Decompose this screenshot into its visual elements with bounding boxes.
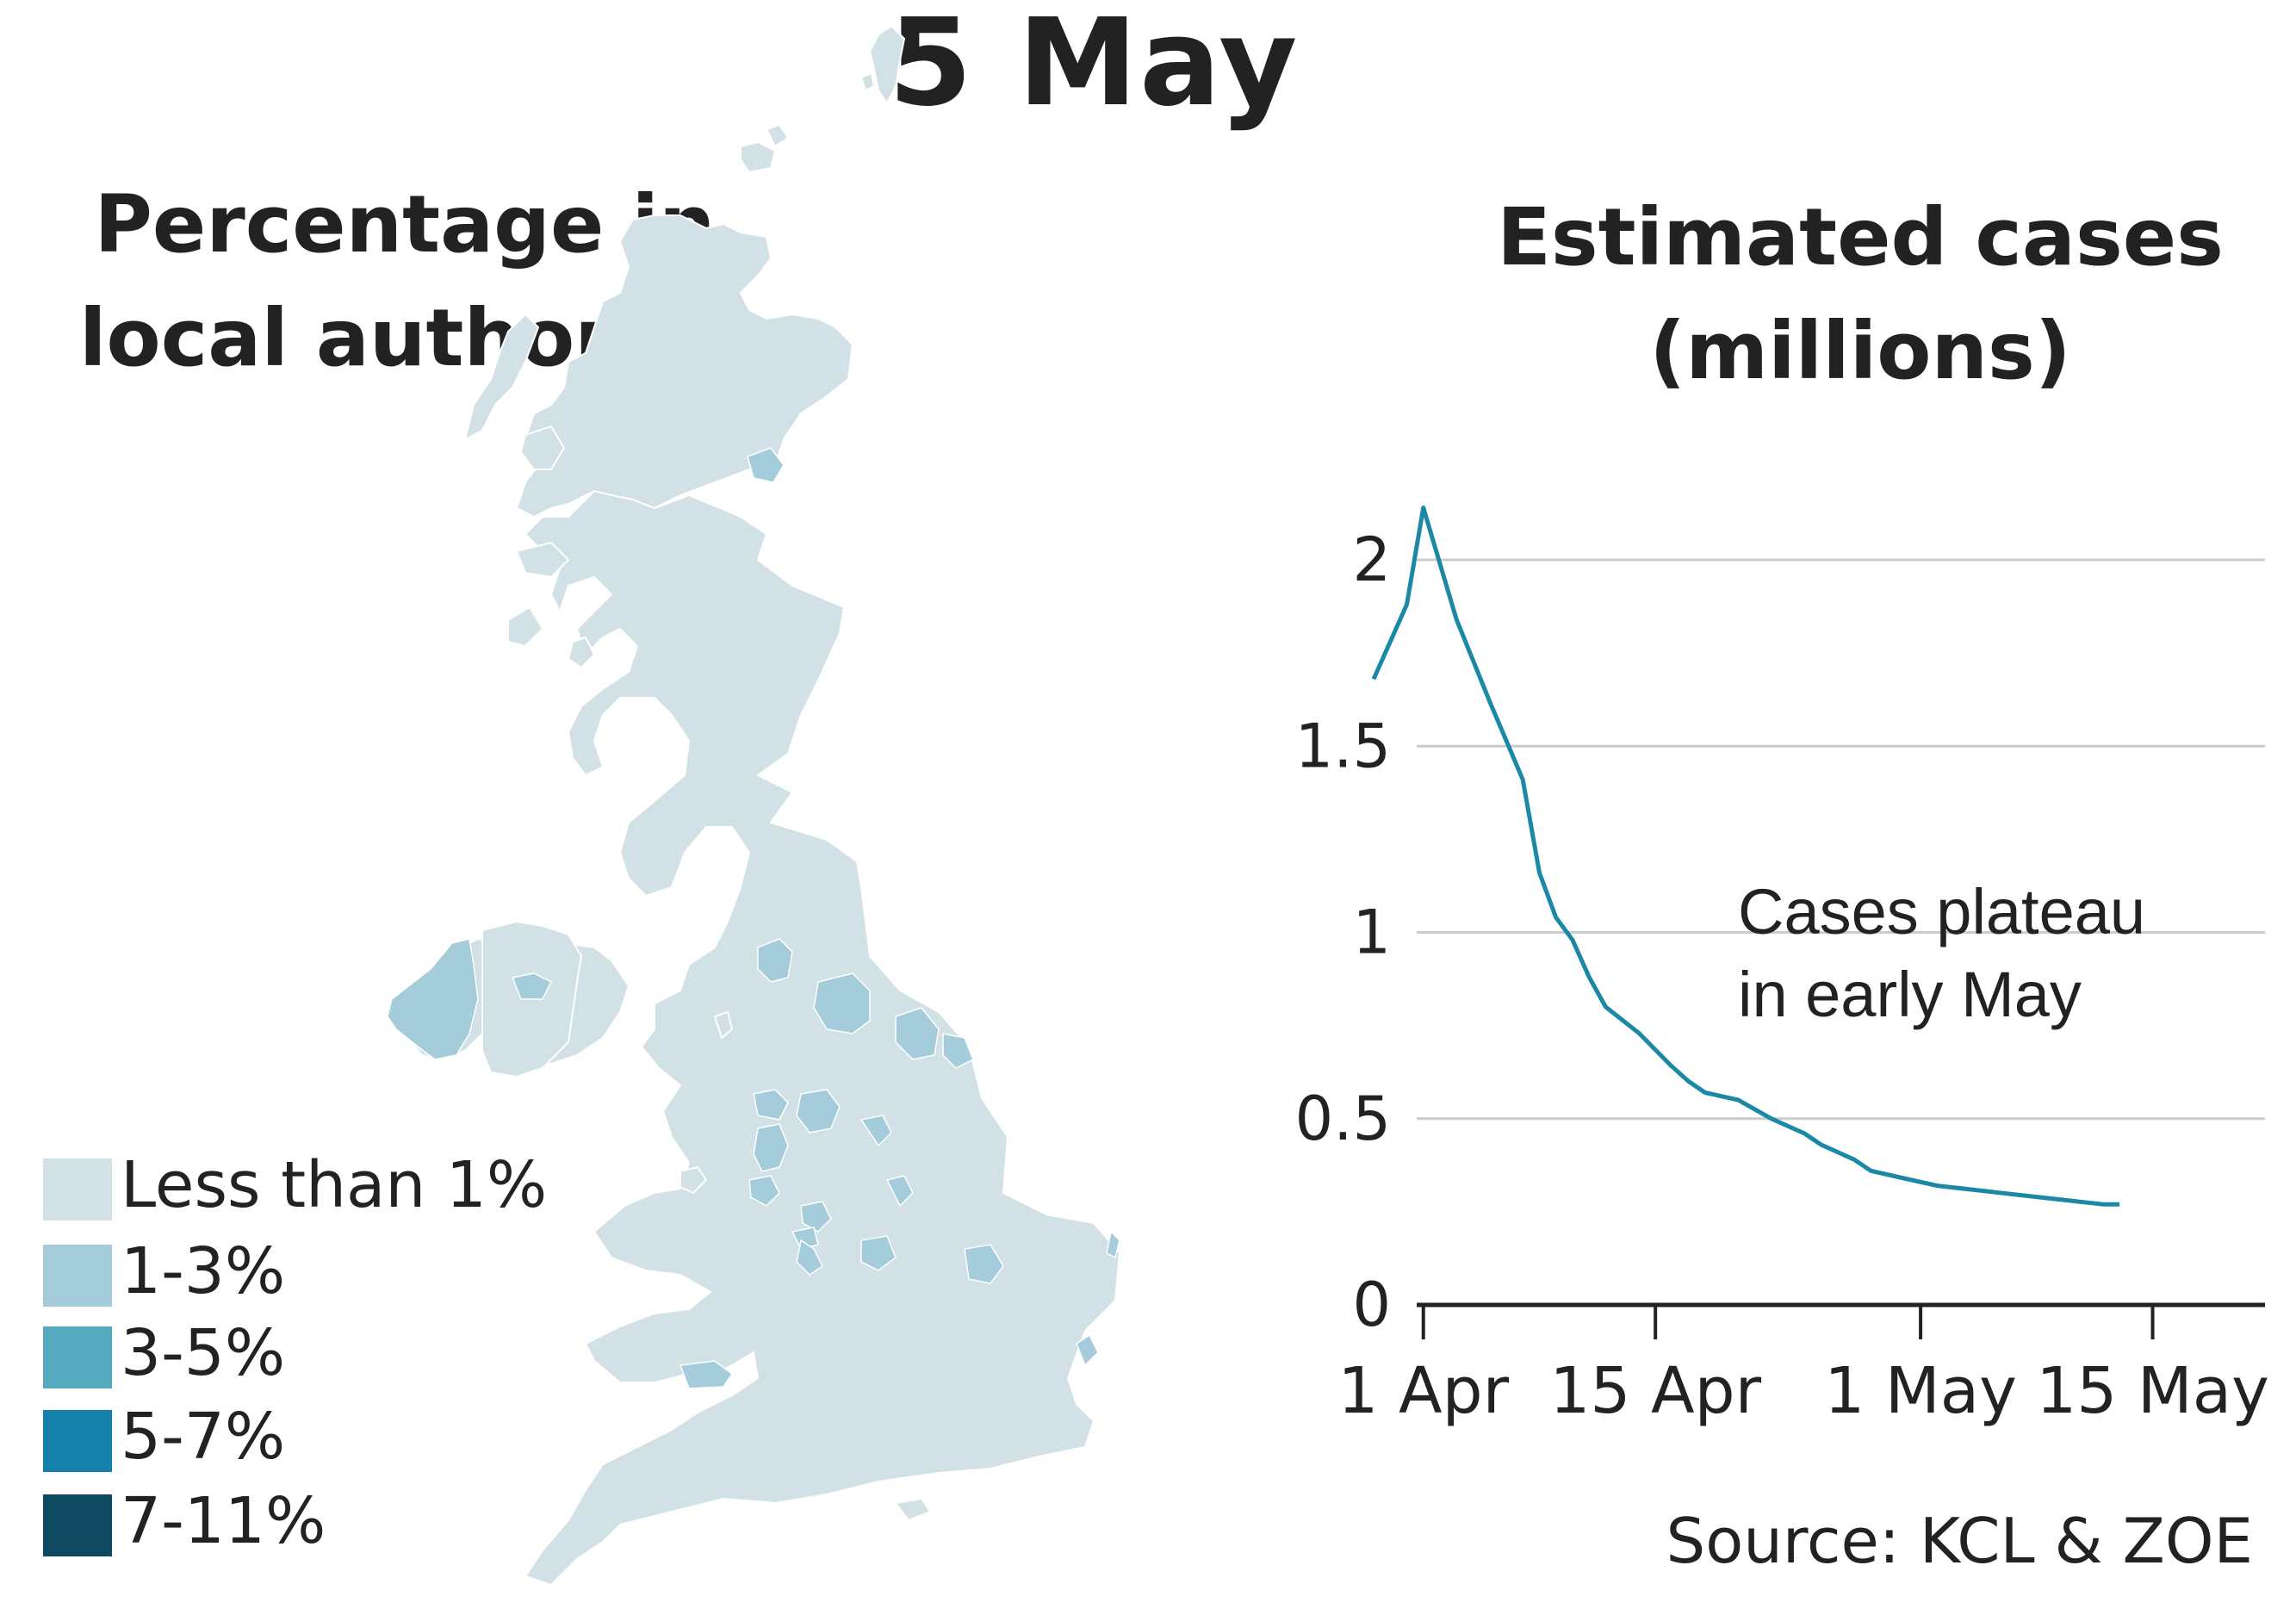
gridlines xyxy=(1417,558,2265,1121)
legend-item: 7-11% xyxy=(43,1484,663,1559)
skye-island xyxy=(520,425,565,470)
legend-item: 5-7% xyxy=(43,1401,663,1475)
orkney-islands-2 xyxy=(766,124,789,147)
y-tick-label: 1.5 xyxy=(1295,711,1391,781)
legend-label: 1-3% xyxy=(121,1234,286,1308)
x-tick-label: 15 Apr xyxy=(1549,1354,1761,1428)
arran-island xyxy=(568,637,595,668)
chart-title-line1: Estimated cases xyxy=(1497,191,2224,283)
shetland-islands-2 xyxy=(860,72,875,91)
y-tick-label: 0 xyxy=(1352,1270,1391,1340)
shetland-islands xyxy=(869,25,905,104)
page-title: 5 May xyxy=(888,0,1300,134)
orkney-islands xyxy=(740,141,776,173)
legend-label: 3-5% xyxy=(121,1316,286,1390)
mull-island xyxy=(516,542,569,578)
legend-swatch xyxy=(43,1410,112,1472)
chart-title: Estimated cases (millions) xyxy=(1455,181,2265,408)
great-britain-region xyxy=(524,314,1120,1586)
source-note: Source: KCL & ZOE xyxy=(1666,1505,2253,1577)
x-tick-labels: 1 Apr 15 Apr 1 May 15 May xyxy=(1337,1354,2268,1428)
legend-swatch xyxy=(43,1326,112,1388)
legend-label: Less than 1% xyxy=(121,1148,548,1222)
map-title-line1: Percentage in xyxy=(94,178,716,270)
x-tick-label: 1 May xyxy=(1824,1354,2017,1428)
islay-island xyxy=(507,606,543,647)
uk-map xyxy=(386,25,1120,1586)
x-tick-label: 15 May xyxy=(2036,1354,2269,1428)
y-tick-label: 1 xyxy=(1352,898,1391,968)
y-tick-label: 2 xyxy=(1352,525,1391,595)
isle-of-wight xyxy=(895,1498,931,1521)
legend-swatch xyxy=(43,1494,112,1556)
legend-label: 7-11% xyxy=(121,1484,326,1558)
y-tick-labels: 0 0.5 1 1.5 2 xyxy=(1295,525,1391,1340)
legend-label: 5-7% xyxy=(121,1400,286,1474)
legend-item: 3-5% xyxy=(43,1316,663,1391)
annotation-line2: in early May xyxy=(1738,959,2082,1030)
chart-annotation: Cases plateau in early May xyxy=(1738,876,2145,1030)
legend-swatch xyxy=(43,1158,112,1221)
x-axis xyxy=(1417,1302,2265,1339)
chart-title-line2: (millions) xyxy=(1649,305,2071,397)
y-tick-label: 0.5 xyxy=(1295,1084,1391,1154)
annotation-line1: Cases plateau xyxy=(1738,876,2145,947)
legend-item: 1-3% xyxy=(43,1234,663,1309)
hebrides-islands xyxy=(464,314,539,440)
x-tick-label: 1 Apr xyxy=(1337,1354,1509,1428)
isle-of-man xyxy=(714,1011,733,1039)
map-high-areas xyxy=(387,447,1120,1389)
series-lines xyxy=(1371,505,2119,1207)
legend-swatch xyxy=(43,1245,112,1307)
anglesey-island xyxy=(679,1166,707,1194)
northern-scotland-region xyxy=(516,214,853,518)
cases-line-chart: 0 0.5 1 1.5 2 1 Apr 15 Apr 1 May 15 May Cases p… xyxy=(1295,505,2269,1428)
series-line xyxy=(1371,505,2119,1207)
legend-item: Less than 1% xyxy=(43,1148,663,1223)
